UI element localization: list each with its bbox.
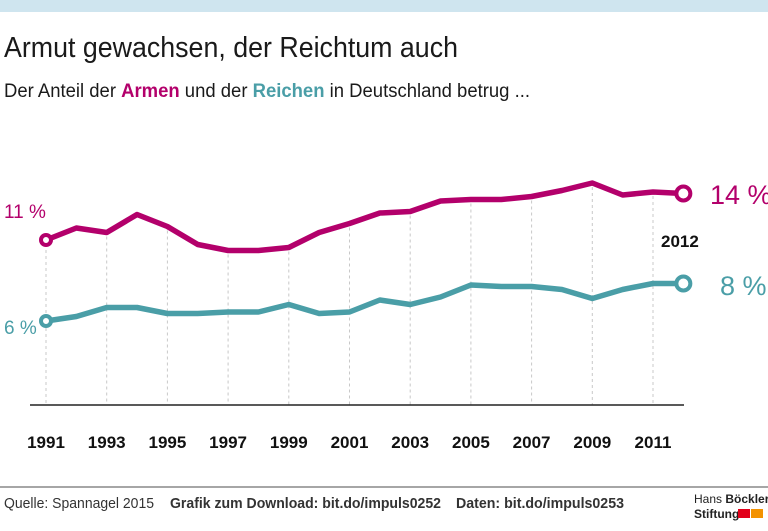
reichen-start-label: 6 % [4, 318, 37, 339]
series-line-armen [44, 180, 684, 254]
series-line-reichen [45, 280, 684, 324]
series-endpoint-marker [39, 233, 53, 247]
x-tick-labels: 1991 1993 1995 1997 1999 2001 2003 2005 2007 2009… [27, 433, 671, 452]
reichen-end-label: 8 % [720, 271, 767, 301]
hans-boeckler-logo: Hans Böckler Stiftung [694, 492, 768, 521]
x-tick-label: 1995 [148, 433, 186, 452]
series-lines [39, 180, 693, 328]
x-tick-label: 1991 [27, 433, 65, 452]
x-tick-label: 2001 [331, 433, 369, 452]
grid-lines [45, 187, 654, 405]
subtitle-armen: Armen [121, 81, 180, 102]
x-tick-label: 2005 [452, 433, 490, 452]
x-tick-label: 2003 [391, 433, 429, 452]
armen-end-label: 14 % [710, 180, 768, 210]
series-endpoint-marker [674, 274, 693, 293]
top-bar [0, 0, 768, 12]
series-endpoint-marker [674, 184, 693, 203]
svg-text:Hans Böckler: Hans Böckler [694, 492, 768, 506]
footer-download-link[interactable]: Grafik zum Download: bit.do/impuls0252 [170, 495, 441, 512]
x-tick-label: 1997 [209, 433, 247, 452]
footer-source: Quelle: Spannagel 2015 [4, 495, 154, 512]
chart-subtitle: Der Anteil der Armen und der Reichen in … [4, 81, 530, 102]
x-tick-label: 2007 [513, 433, 551, 452]
armen-start-label: 11 % [4, 202, 46, 223]
subtitle-part: und der [180, 81, 253, 102]
subtitle-part: in Deutschland betrug ... [325, 81, 530, 102]
chart-title: Armut gewachsen, der Reichtum auch [4, 32, 458, 64]
svg-text:Stiftung: Stiftung [694, 507, 739, 521]
end-year-label: 2012 [661, 232, 699, 251]
footer-data-link[interactable]: Daten: bit.do/impuls0253 [456, 495, 624, 512]
x-tick-label: 2011 [635, 433, 672, 452]
series-endpoint-marker [39, 314, 53, 328]
x-tick-label: 2009 [573, 433, 611, 452]
subtitle-part: Der Anteil der [4, 81, 121, 102]
x-tick-label: 1993 [88, 433, 126, 452]
x-tick-label: 1999 [270, 433, 308, 452]
subtitle-reichen: Reichen [253, 81, 325, 102]
